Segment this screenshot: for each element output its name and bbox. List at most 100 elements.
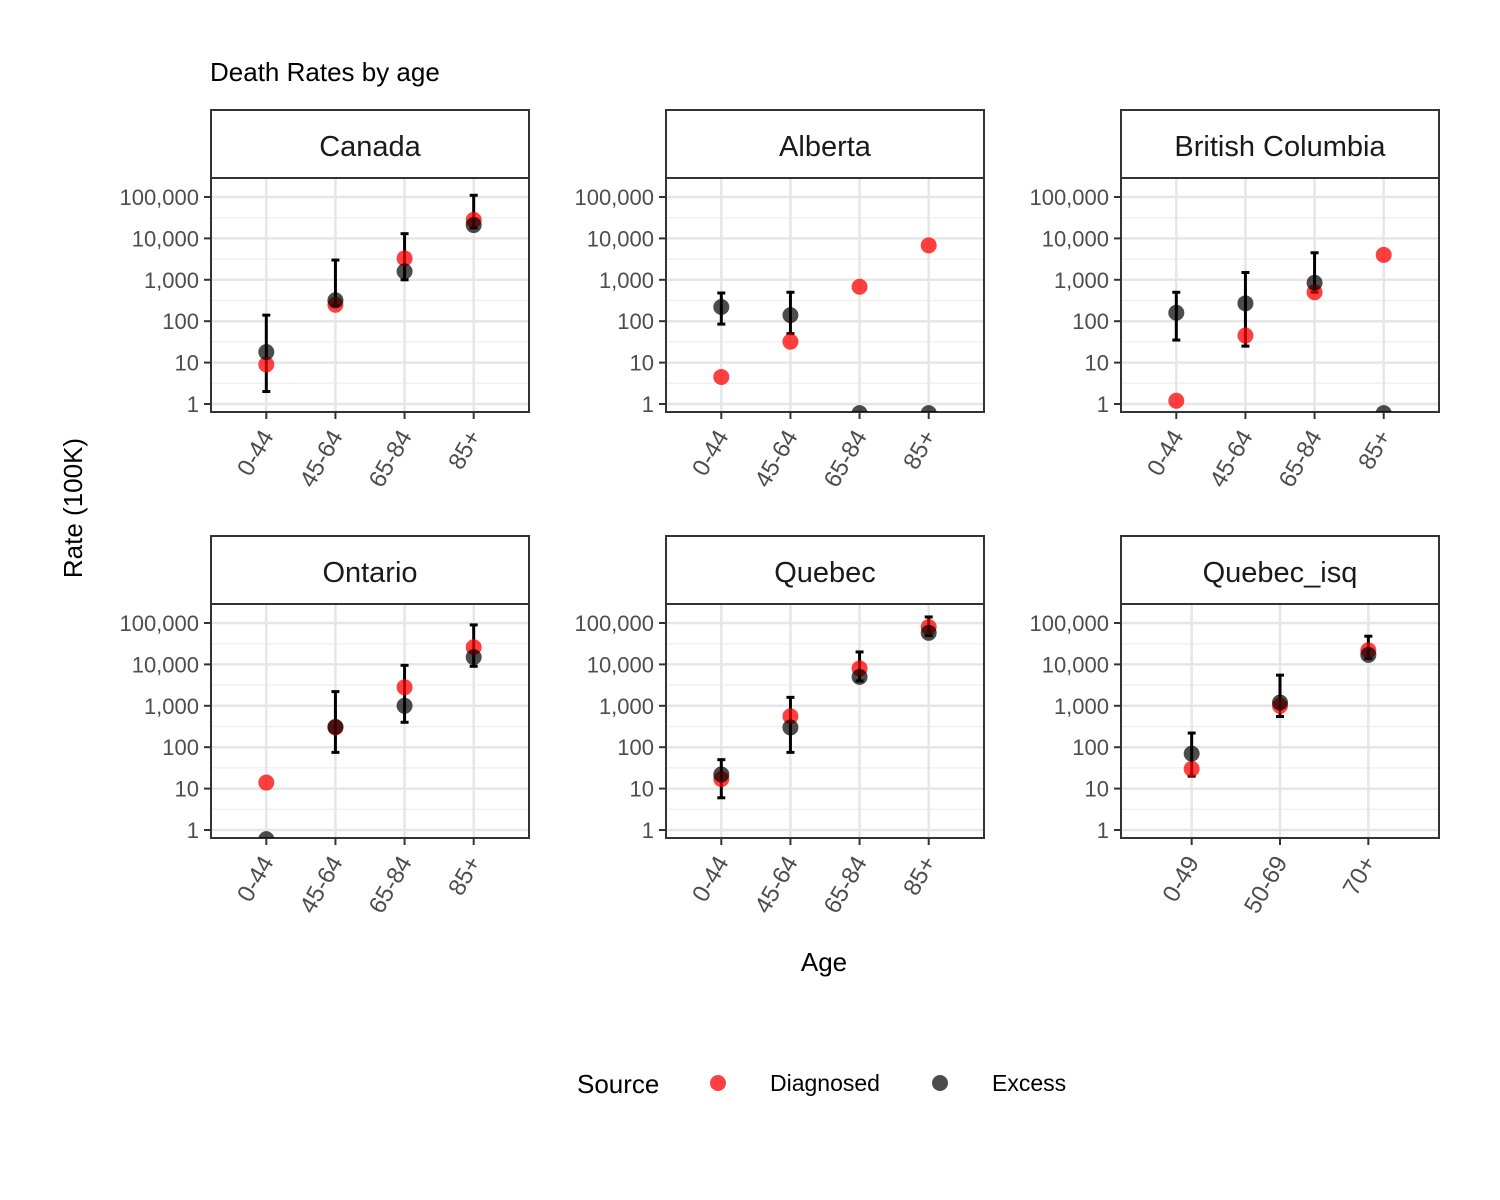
y-tick-label: 100 (162, 309, 199, 334)
y-tick-label: 100,000 (1029, 185, 1109, 210)
point-excess (851, 405, 868, 412)
chart-title: Death Rates by age (210, 57, 440, 87)
point-diagnosed (851, 278, 868, 295)
x-tick-label: 65-84 (819, 426, 873, 493)
y-tick-label: 1 (187, 818, 199, 843)
x-tick-label: 65-84 (364, 426, 418, 493)
point-excess (1183, 745, 1200, 762)
point-excess (782, 719, 799, 736)
y-tick-label: 100,000 (1029, 611, 1109, 636)
panel-strip-label: Quebec (774, 557, 876, 589)
x-tick-label: 85+ (443, 852, 487, 901)
x-tick-label: 45-64 (750, 426, 804, 493)
legend: Source Diagnosed Excess (577, 1069, 1066, 1099)
panel-points (713, 237, 937, 412)
x-tick-label: 45-64 (295, 426, 349, 493)
panel-ontario: Ontario 1 10 100 1,000 10,000 100,000 0-44 45-64… (119, 535, 530, 919)
y-tick-label: 10 (630, 777, 654, 802)
y-tick-label: 1 (187, 392, 199, 417)
y-tick-label: 100 (617, 735, 654, 760)
y-tick-label: 100 (617, 309, 654, 334)
panel-strip (1120, 109, 1440, 179)
panel-border (665, 603, 985, 839)
point-excess (465, 649, 482, 666)
y-tick-label: 1,000 (1054, 694, 1109, 719)
y-tick-label: 10 (630, 351, 654, 376)
x-tick-label: 65-84 (1274, 426, 1328, 493)
y-tick-label: 100,000 (119, 611, 199, 636)
point-excess (1272, 694, 1288, 711)
x-tick-label: 45-64 (750, 852, 804, 919)
point-excess (327, 292, 344, 309)
y-tick-label: 10,000 (1042, 652, 1109, 677)
point-excess (713, 299, 730, 316)
point-excess (396, 697, 413, 714)
y-tick-label: 1,000 (144, 268, 199, 293)
point-diagnosed (1237, 327, 1254, 344)
legend-title: Source (577, 1069, 659, 1099)
point-diagnosed (1183, 760, 1200, 777)
x-tick-label: 45-64 (295, 852, 349, 919)
panel-british-columbia: British Columbia 1 10 100 1,000 10,000 100,000… (1029, 109, 1440, 493)
panel-alberta: Alberta 1 10 100 1,000 10,000 100,000 0-44 45-64… (574, 109, 985, 493)
x-tick-label: 85+ (898, 426, 942, 475)
point-diagnosed (258, 356, 275, 373)
panel-strip-label: Alberta (779, 131, 872, 163)
panel-strip (665, 109, 985, 179)
y-tick-label: 1 (642, 392, 654, 417)
x-tick-label: 45-64 (1205, 426, 1259, 493)
panel-points (1183, 634, 1377, 778)
y-tick-label: 100 (162, 735, 199, 760)
panel-border (1120, 177, 1440, 413)
y-tick-label: 1,000 (599, 694, 654, 719)
point-diagnosed (1375, 246, 1392, 263)
point-excess (258, 831, 275, 838)
y-tick-label: 100,000 (574, 185, 654, 210)
point-excess (1237, 295, 1254, 312)
panel-strip-label: Ontario (322, 557, 417, 589)
panel-strip-label: Quebec_isq (1203, 557, 1358, 589)
x-tick-label: 65-84 (819, 852, 873, 919)
y-tick-label: 10,000 (132, 652, 199, 677)
x-tick-label: 0-49 (1157, 852, 1204, 907)
x-tick-label: 50-69 (1239, 852, 1293, 919)
panel-points (258, 623, 482, 838)
point-excess (327, 718, 344, 735)
y-tick-label: 1 (642, 818, 654, 843)
point-excess (1375, 405, 1392, 412)
panel-border (210, 177, 530, 413)
x-tick-label: 0-44 (232, 426, 279, 481)
panel-canada: Canada 1 10 100 1,000 10,000 100,000 0-44 45-64 6… (119, 109, 530, 493)
point-diagnosed (258, 774, 275, 791)
point-excess (1168, 304, 1185, 321)
point-diagnosed (782, 333, 799, 350)
y-tick-label: 100,000 (574, 611, 654, 636)
y-tick-label: 1 (1097, 818, 1109, 843)
y-tick-label: 1 (1097, 392, 1109, 417)
y-tick-label: 10 (1085, 777, 1109, 802)
x-tick-label: 85+ (1353, 426, 1397, 475)
legend-label-excess: Excess (992, 1070, 1066, 1096)
y-tick-label: 10 (175, 351, 199, 376)
x-tick-label: 0-44 (232, 852, 279, 907)
x-tick-label: 85+ (443, 426, 487, 475)
y-tick-label: 10,000 (587, 226, 654, 251)
y-tick-label: 10,000 (587, 652, 654, 677)
panel-strip (210, 109, 530, 179)
panel-strip (1120, 535, 1440, 605)
y-axis-label: Rate (100K) (58, 438, 88, 578)
point-excess (1360, 646, 1377, 663)
point-excess (851, 668, 868, 685)
panel-quebec-isq: Quebec_isq 1 10 100 1,000 10,000 100,000 0-49 50… (1029, 535, 1440, 919)
point-excess (465, 217, 482, 234)
x-tick-label: 0-44 (1142, 426, 1189, 481)
y-tick-label: 10 (175, 777, 199, 802)
x-tick-label: 65-84 (364, 852, 418, 919)
panel-border (665, 177, 985, 413)
panel-strip-label: British Columbia (1174, 131, 1386, 163)
legend-marker-diagnosed (710, 1075, 726, 1091)
y-tick-label: 1,000 (144, 694, 199, 719)
y-tick-label: 10,000 (1042, 226, 1109, 251)
point-excess (1306, 274, 1323, 291)
